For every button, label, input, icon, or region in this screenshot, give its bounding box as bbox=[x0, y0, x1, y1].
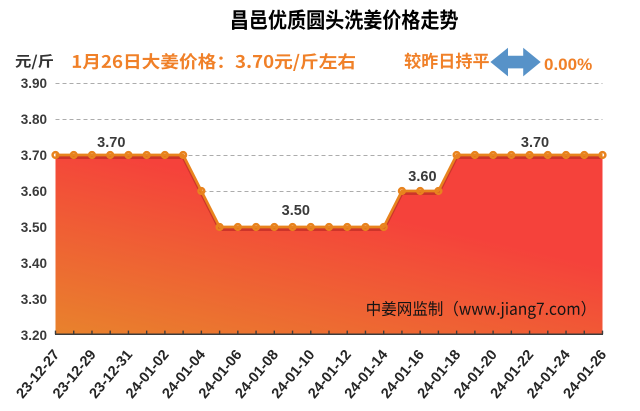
svg-text:3.20: 3.20 bbox=[21, 328, 47, 343]
svg-text:3.50: 3.50 bbox=[282, 203, 310, 219]
svg-text:3.40: 3.40 bbox=[21, 256, 47, 271]
svg-text:3.70: 3.70 bbox=[97, 135, 125, 151]
svg-text:3.80: 3.80 bbox=[21, 112, 47, 127]
svg-text:3.70: 3.70 bbox=[21, 148, 47, 163]
svg-text:3.50: 3.50 bbox=[21, 220, 47, 235]
svg-text:3.60: 3.60 bbox=[21, 184, 47, 199]
svg-text:3.30: 3.30 bbox=[21, 292, 47, 307]
svg-text:3.60: 3.60 bbox=[408, 169, 436, 185]
svg-text:3.70: 3.70 bbox=[521, 135, 549, 151]
svg-text:0.00%: 0.00% bbox=[544, 55, 592, 74]
svg-text:3.90: 3.90 bbox=[21, 76, 47, 91]
